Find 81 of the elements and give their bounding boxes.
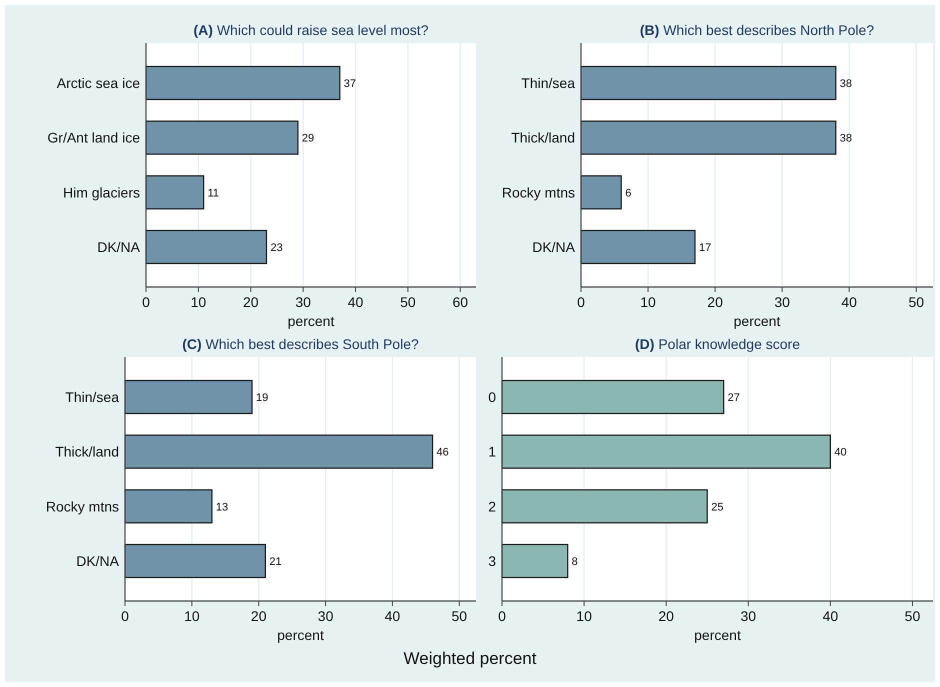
x-tick-label: 0 xyxy=(577,294,586,310)
chart-title: (D) Polar knowledge score xyxy=(635,336,800,352)
chart-title: (C) Which best describes South Pole? xyxy=(182,336,419,352)
bar xyxy=(124,489,213,524)
data-label: 13 xyxy=(216,501,228,514)
x-tick-label: 30 xyxy=(740,608,756,624)
x-axis-title: percent xyxy=(694,627,741,643)
x-tick-label: 40 xyxy=(841,294,858,310)
x-tick-label: 20 xyxy=(250,608,267,624)
x-tick-label: 10 xyxy=(184,608,200,624)
data-label: 29 xyxy=(302,132,314,145)
y-tick-label: Arctic sea ice xyxy=(56,75,140,91)
x-tick-label: 40 xyxy=(348,294,364,310)
bar xyxy=(580,230,696,264)
y-tick-label: Rocky mtns xyxy=(502,184,575,200)
x-tick-label: 0 xyxy=(142,294,150,310)
data-label: 17 xyxy=(698,242,712,254)
bar xyxy=(145,120,299,155)
y-tick-label: 2 xyxy=(488,498,496,514)
x-tick-label: 40 xyxy=(822,608,838,624)
y-tick-label: Thick/land xyxy=(55,444,119,460)
bar xyxy=(145,230,268,264)
data-label: 19 xyxy=(256,392,268,404)
x-axis-title: percent xyxy=(277,627,324,643)
bar xyxy=(124,380,253,414)
x-tick-label: 50 xyxy=(400,294,416,310)
x-axis-title: percent xyxy=(288,313,334,329)
data-label: 23 xyxy=(270,242,283,254)
y-tick-label: Gr/Ant land ice xyxy=(47,130,140,146)
data-label: 11 xyxy=(208,187,220,200)
y-tick-label: 1 xyxy=(488,444,496,460)
bar xyxy=(501,489,708,524)
x-tick-label: 30 xyxy=(295,294,312,310)
x-tick-label: 40 xyxy=(384,608,400,624)
x-tick-label: 10 xyxy=(576,608,592,624)
bar xyxy=(124,544,266,578)
text: Weighted percent xyxy=(404,649,537,668)
data-label: 27 xyxy=(728,392,740,404)
y-tick-label: Thin/sea xyxy=(521,75,576,91)
x-tick-label: 10 xyxy=(640,294,656,310)
x-tick-label: 30 xyxy=(774,294,790,310)
data-label: 8 xyxy=(572,556,578,568)
bar xyxy=(501,544,568,578)
y-tick-label: Him glaciers xyxy=(62,184,140,200)
data-label: 38 xyxy=(840,78,852,90)
x-axis-title: percent xyxy=(734,313,780,329)
bar xyxy=(145,66,340,100)
x-tick-label: 30 xyxy=(318,608,334,624)
y-tick-label: DK/NA xyxy=(76,553,120,569)
y-tick-label: Rocky mtns xyxy=(46,498,119,514)
bar xyxy=(580,175,622,210)
y-tick-label: Thick/land xyxy=(511,130,575,146)
data-label: 21 xyxy=(269,556,282,568)
data-label: 37 xyxy=(344,78,356,90)
x-tick-label: 60 xyxy=(452,294,468,310)
y-tick-label: 0 xyxy=(488,389,496,405)
x-tick-label: 0 xyxy=(498,608,506,624)
x-tick-label: 50 xyxy=(451,608,468,624)
bar xyxy=(501,434,831,469)
bar xyxy=(145,175,204,210)
chart-title: (B) Which best describes North Pole? xyxy=(640,22,874,38)
data-label: 25 xyxy=(711,501,724,514)
x-tick-label: 20 xyxy=(707,294,724,310)
bar xyxy=(501,380,724,414)
bar xyxy=(124,434,434,469)
data-label: 40 xyxy=(834,446,847,459)
y-tick-label: DK/NA xyxy=(97,239,141,255)
data-label: 46 xyxy=(436,446,449,459)
chart-title: (A) Which could raise sea level most? xyxy=(194,22,429,38)
x-tick-label: 50 xyxy=(904,608,920,624)
x-tick-label: 20 xyxy=(658,608,674,624)
y-tick-label: Thin/sea xyxy=(65,389,120,405)
data-label: 38 xyxy=(840,132,852,145)
y-tick-label: DK/NA xyxy=(532,239,576,255)
x-tick-label: 20 xyxy=(242,294,259,310)
x-tick-label: 50 xyxy=(908,294,924,310)
bar xyxy=(580,66,836,100)
data-label: 6 xyxy=(625,187,632,200)
x-tick-label: 10 xyxy=(190,294,206,310)
bar xyxy=(580,120,836,155)
y-tick-label: 3 xyxy=(488,553,496,569)
